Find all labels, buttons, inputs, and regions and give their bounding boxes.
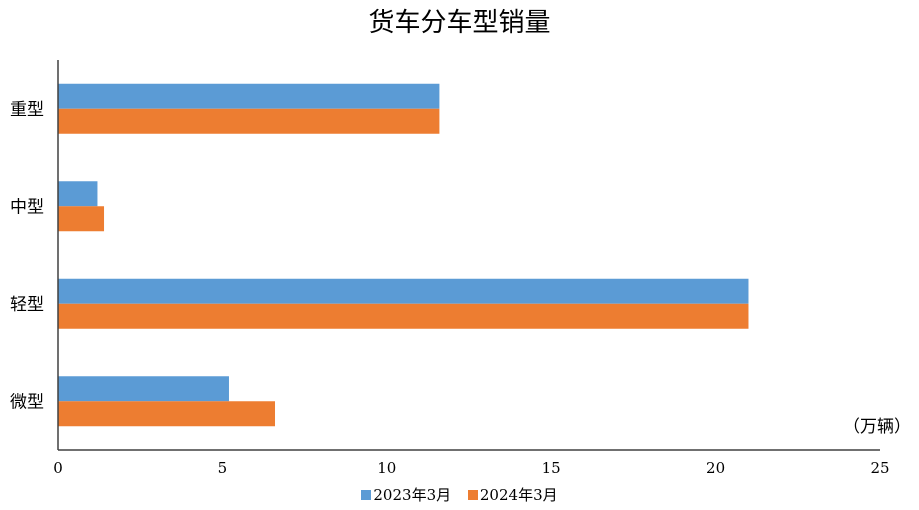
- bar-中型-2023年3月: [58, 181, 98, 207]
- unit-label: （万辆）: [843, 417, 911, 437]
- legend-label-2023: 2023年3月: [373, 486, 452, 504]
- category-label: 微型: [10, 392, 44, 412]
- category-label: 轻型: [10, 295, 44, 315]
- legend-swatch-2024: [467, 489, 478, 500]
- x-tick-label: 20: [706, 459, 725, 477]
- x-tick-label: 15: [542, 459, 561, 477]
- x-tick-label: 10: [377, 459, 396, 477]
- bar-重型-2023年3月: [58, 83, 440, 109]
- legend: 2023年3月 2024年3月: [0, 484, 919, 505]
- bar-中型-2024年3月: [58, 206, 105, 232]
- bar-微型-2023年3月: [58, 376, 229, 402]
- bar-轻型-2023年3月: [58, 278, 749, 304]
- legend-swatch-2023: [361, 489, 372, 500]
- category-label: 重型: [10, 100, 44, 120]
- bar-重型-2024年3月: [58, 108, 440, 134]
- x-tick-label: 25: [870, 459, 889, 477]
- bar-轻型-2024年3月: [58, 303, 749, 329]
- category-label: 中型: [10, 197, 44, 217]
- legend-item-2024: 2024年3月: [467, 484, 558, 505]
- x-tick-label: 5: [218, 459, 228, 477]
- legend-item-2023: 2023年3月: [361, 484, 451, 505]
- x-tick-label: 0: [53, 459, 63, 477]
- bar-微型-2024年3月: [58, 401, 276, 427]
- legend-label-2024: 2024年3月: [479, 486, 558, 504]
- chart-title: 货车分车型销量: [368, 8, 551, 38]
